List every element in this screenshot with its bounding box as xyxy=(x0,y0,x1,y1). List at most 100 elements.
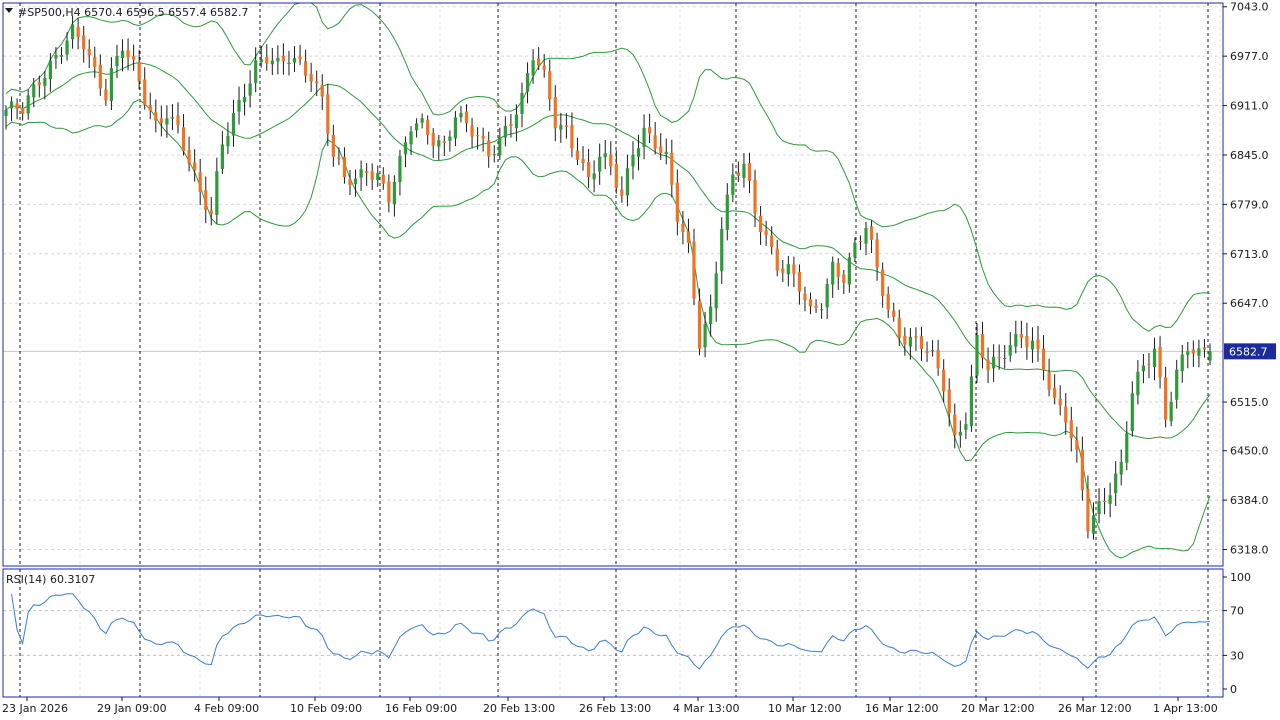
bear-candle xyxy=(814,305,818,308)
bear-candle xyxy=(1191,349,1195,354)
bull-candle xyxy=(9,101,14,109)
bull-candle xyxy=(437,140,441,147)
time-tick-label: 10 Mar 12:00 xyxy=(768,702,841,715)
grid xyxy=(3,3,1223,697)
bear-candle xyxy=(980,334,985,358)
bear-candle xyxy=(1086,488,1090,532)
bull-candle xyxy=(520,92,524,114)
bull-candle xyxy=(498,136,502,156)
bull-candle xyxy=(1141,365,1146,372)
bear-candle xyxy=(953,414,957,436)
bull-candle xyxy=(65,40,69,55)
bear-candle xyxy=(126,49,130,58)
bear-candle xyxy=(1047,372,1051,390)
rsi-tick-label: 100 xyxy=(1230,571,1251,584)
bull-candle xyxy=(492,154,496,156)
bear-candle xyxy=(481,135,485,139)
bear-candle xyxy=(808,299,813,307)
bear-candle xyxy=(869,226,874,240)
bollinger-middle-line xyxy=(5,62,1211,440)
bear-candle xyxy=(947,389,951,414)
bear-candle xyxy=(797,271,802,292)
bear-candle xyxy=(681,223,685,232)
bear-candle xyxy=(1025,335,1029,348)
bear-candle xyxy=(770,235,774,248)
bull-candle xyxy=(1197,348,1201,356)
bull-candle xyxy=(48,60,52,80)
bear-candle xyxy=(370,171,374,180)
bear-candle xyxy=(936,350,940,369)
time-tick-label: 16 Feb 09:00 xyxy=(385,702,457,715)
bear-candle xyxy=(775,248,779,271)
bear-candle xyxy=(487,140,491,157)
bull-candle xyxy=(276,57,280,62)
bull-candle xyxy=(964,424,968,430)
bear-candle xyxy=(747,163,752,181)
bull-candle xyxy=(170,117,175,119)
bear-candle xyxy=(575,150,580,160)
bear-candle xyxy=(87,49,91,56)
bull-candle xyxy=(531,60,535,76)
bull-candle xyxy=(853,242,857,258)
bear-candle xyxy=(736,172,740,176)
bull-candle xyxy=(1169,402,1173,422)
bear-candle xyxy=(381,174,385,184)
bear-candle xyxy=(1053,387,1057,399)
rsi-tick-label: 30 xyxy=(1230,649,1244,662)
bull-candle xyxy=(1175,369,1179,400)
bear-candle xyxy=(586,162,591,178)
bear-candle xyxy=(204,189,208,210)
price-tick-label: 6713.0 xyxy=(1230,248,1269,261)
bear-candle xyxy=(581,158,585,163)
bear-candle xyxy=(942,369,946,392)
bear-candle xyxy=(342,156,347,178)
bull-candle xyxy=(420,118,424,123)
bull-candle xyxy=(392,181,396,205)
bear-candle xyxy=(620,189,624,196)
bull-candle xyxy=(725,194,729,231)
bear-candle xyxy=(209,210,213,214)
bear-candle xyxy=(836,263,840,277)
bear-candle xyxy=(348,179,352,185)
bull-candle xyxy=(4,110,8,117)
bull-candle xyxy=(1130,393,1134,432)
bull-candle xyxy=(287,62,291,64)
bear-candle xyxy=(37,82,41,85)
bear-candle xyxy=(143,79,147,105)
bull-candle xyxy=(398,156,402,183)
bear-candle xyxy=(431,133,435,146)
bear-candle xyxy=(570,124,574,149)
bull-candle xyxy=(237,99,241,112)
bull-candle xyxy=(109,68,114,101)
bear-candle xyxy=(426,120,430,136)
bear-candle xyxy=(137,61,141,82)
bull-candle xyxy=(453,117,458,139)
bear-candle xyxy=(159,118,163,124)
bear-candle xyxy=(1202,347,1207,350)
time-tick-label: 20 Feb 13:00 xyxy=(483,702,555,715)
bull-candle xyxy=(703,324,707,348)
bull-candle xyxy=(1008,345,1012,356)
bear-candle xyxy=(132,56,136,60)
bull-candle xyxy=(220,144,224,169)
bull-candle xyxy=(1014,333,1018,347)
bear-candle xyxy=(1069,420,1073,439)
bear-candle xyxy=(925,351,929,354)
bear-candle xyxy=(919,336,924,350)
bull-candle xyxy=(1208,351,1212,361)
bear-candle xyxy=(176,115,180,126)
bear-candle xyxy=(331,134,335,157)
bull-candle xyxy=(831,261,835,285)
bear-candle xyxy=(476,135,480,137)
chart-menu-triangle-icon[interactable] xyxy=(5,8,13,13)
bear-candle xyxy=(753,179,757,214)
price-tick-label: 6318.0 xyxy=(1230,544,1269,557)
bear-candle xyxy=(697,300,702,349)
bull-candle xyxy=(1030,340,1035,350)
bear-candle xyxy=(21,107,25,114)
bear-candle xyxy=(842,274,846,283)
candles xyxy=(4,15,1212,540)
bull-candle xyxy=(54,54,58,59)
bull-candle xyxy=(409,131,413,145)
